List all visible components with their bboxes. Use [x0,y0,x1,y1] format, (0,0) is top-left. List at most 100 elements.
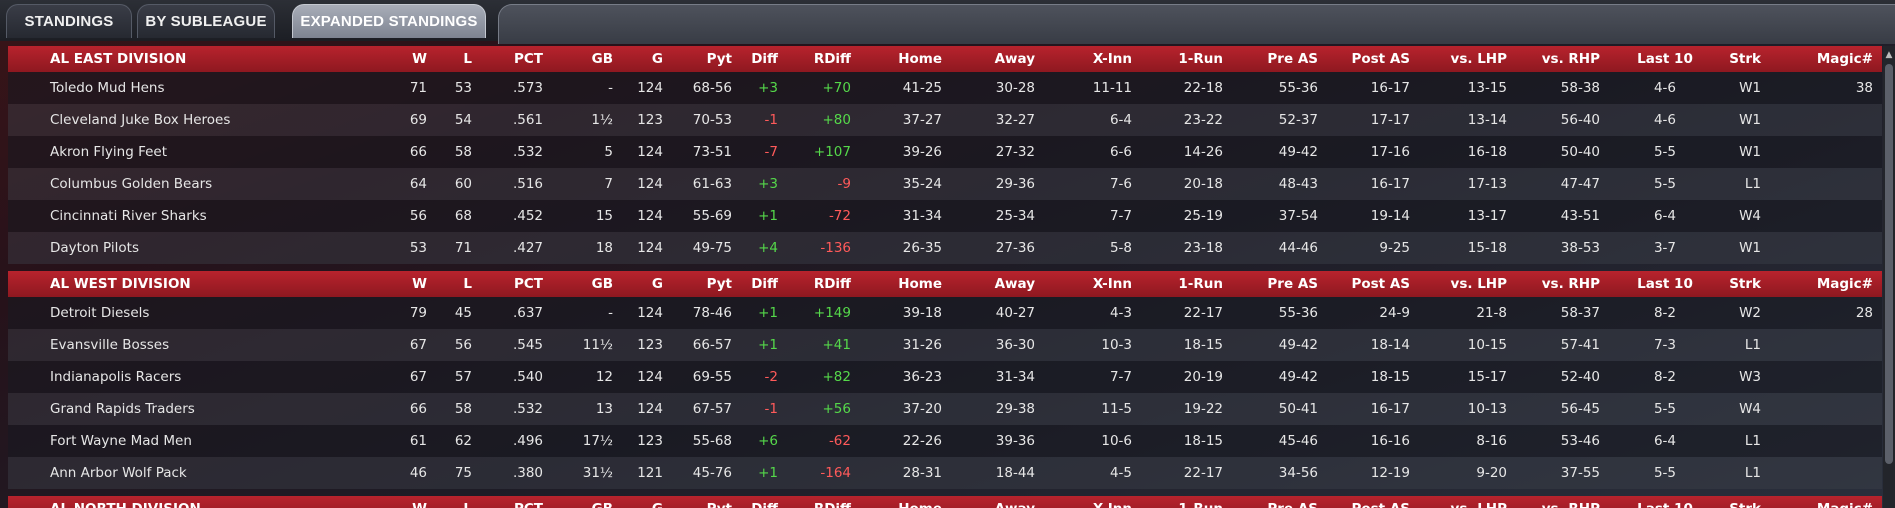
column-header-l[interactable]: L [463,276,472,292]
scrollbar-thumb[interactable] [1885,64,1893,464]
column-header-pre-as[interactable]: Pre AS [1267,276,1318,292]
column-header-away[interactable]: Away [994,276,1035,292]
team-row[interactable]: Detroit Diesels 79 45 .637 - 124 78-46 +1 +149 39… [8,297,1882,329]
column-header-pyt[interactable]: Pyt [707,496,732,508]
column-header-pyt[interactable]: Pyt [706,276,732,292]
column-header-vs-lhp[interactable]: vs. LHP [1450,51,1507,67]
column-header-away[interactable]: Away [995,496,1035,508]
team-row[interactable]: Toledo Mud Hens 71 53 .573 - 124 68-56 +3 +70 41-… [8,72,1882,104]
column-header-vs-rhp[interactable]: vs. RHP [1542,496,1600,508]
column-header-vs-lhp[interactable]: vs. LHP [1451,496,1507,508]
column-header-x-inn[interactable]: X-Inn [1092,51,1132,67]
team-name[interactable]: Toledo Mud Hens [50,80,165,96]
team-name[interactable]: Evansville Bosses [50,337,170,353]
column-header-diff[interactable]: Diff [751,276,778,292]
column-header-1-run[interactable]: 1-Run [1178,496,1223,508]
column-header-1-run[interactable]: 1-Run [1178,276,1223,292]
team-name[interactable]: Ann Arbor Wolf Pack [50,465,187,481]
column-header-gb[interactable]: GB [591,276,613,292]
column-header-g[interactable]: G [652,496,663,508]
column-header-last-10[interactable]: Last 10 [1625,496,1705,508]
cell-g: 124 [637,240,663,256]
team-row[interactable]: Cleveland Juke Box Heroes 69 54 .561 1½ 123 70… [8,104,1882,136]
team-name[interactable]: Fort Wayne Mad Men [50,433,192,449]
cell-strk: W1 [1739,80,1761,96]
column-header-w[interactable]: W [412,276,427,292]
cell-l: 71 [454,240,472,256]
column-header-pct[interactable]: PCT [513,276,543,292]
column-header-strk[interactable]: Strk [1729,496,1761,508]
cell-pct: .516 [512,176,543,192]
team-row[interactable]: Dayton Pilots 53 71 .427 18 124 49-75 +4 -136 26-… [8,232,1882,264]
column-header-rdiff[interactable]: RDiff [814,496,851,508]
team-name[interactable]: Columbus Golden Bears [50,176,213,192]
team-row[interactable]: Cincinnati River Sharks 56 68 .452 15 124 55-6… [8,200,1882,232]
tab-standings[interactable]: STANDINGS [6,4,132,38]
column-header-vs-rhp[interactable]: vs. RHP [1541,276,1600,292]
column-header-magic-[interactable]: Magic# [1817,496,1873,508]
team-name[interactable]: Cincinnati River Sharks [50,208,207,224]
team-row[interactable]: Indianapolis Racers 67 57 .540 12 124 69-55 -2 +… [8,361,1882,393]
column-header-vs-rhp[interactable]: vs. RHP [1541,51,1600,67]
column-header-w[interactable]: W [412,51,427,67]
column-header-l[interactable]: L [463,496,472,508]
cell-away: 32-27 [995,112,1035,128]
column-header-pct[interactable]: PCT [513,51,543,67]
team-row[interactable]: Evansville Bosses 67 56 .545 11½ 123 66-57 +1 +4… [8,329,1882,361]
team-name[interactable]: Akron Flying Feet [50,144,168,160]
column-header-x-inn[interactable]: X-Inn [1093,496,1132,508]
team-row[interactable]: Fort Wayne Mad Men 61 62 .496 17½ 123 55-68 +6 -… [8,425,1882,457]
column-header-strk[interactable]: Strk [1729,276,1761,292]
column-header-last-10[interactable]: Last 10 [1637,51,1693,67]
column-header-last-10[interactable]: Last 10 [1637,276,1693,292]
division-spacer [8,264,1882,271]
cell-post-as: 16-16 [1370,433,1410,449]
column-header-post-as[interactable]: Post AS [1351,276,1410,292]
team-name[interactable]: Detroit Diesels [50,305,150,321]
column-header-post-as[interactable]: Post AS [1351,51,1410,67]
team-row[interactable]: Ann Arbor Wolf Pack 46 75 .380 31½ 121 45-76 +1… [8,457,1882,489]
column-header-rdiff[interactable]: RDiff [813,51,851,67]
cell-pct: .573 [512,80,543,96]
cell-gb: 17½ [582,433,613,449]
column-header-away[interactable]: Away [994,51,1035,67]
cell-strk: L1 [1744,337,1761,353]
column-header-diff[interactable]: Diff [751,51,778,67]
column-header-gb[interactable]: GB [592,496,613,508]
column-header-pyt[interactable]: Pyt [706,51,732,67]
column-header-x-inn[interactable]: X-Inn [1092,276,1132,292]
team-name[interactable]: Grand Rapids Traders [50,401,195,417]
tab-by-subleague[interactable]: BY SUBLEAGUE [137,4,275,38]
scroll-up-arrow-icon[interactable]: ▲ [1885,50,1893,60]
column-header-l[interactable]: L [463,51,472,67]
column-header-home[interactable]: Home [898,51,942,67]
column-header-gb[interactable]: GB [591,51,613,67]
cell-1-run: 22-17 [1183,305,1223,321]
column-header-home[interactable]: Home [898,276,942,292]
column-header-home[interactable]: Home [898,496,942,508]
column-header-pct[interactable]: PCT [514,496,543,508]
column-header-g[interactable]: G [651,276,663,292]
tab-expanded-standings[interactable]: EXPANDED STANDINGS [292,4,486,38]
column-header-vs-lhp[interactable]: vs. LHP [1450,276,1507,292]
column-header-magic-[interactable]: Magic# [1816,51,1873,67]
team-row[interactable]: Akron Flying Feet 66 58 .532 5 124 73-51 -7 +107… [8,136,1882,168]
cell-away: 27-32 [995,144,1035,160]
column-header-pre-as[interactable]: Pre AS [1267,51,1318,67]
column-header-pre-as[interactable]: Pre AS [1267,496,1318,508]
team-name[interactable]: Cleveland Juke Box Heroes [50,112,231,128]
column-header-w[interactable]: W [412,496,427,508]
column-header-strk[interactable]: Strk [1729,51,1761,67]
column-header-post-as[interactable]: Post AS [1351,496,1410,508]
column-header-magic-[interactable]: Magic# [1816,276,1873,292]
cell-pyt: 73-51 [692,144,732,160]
cell-pre-as: 52-37 [1278,112,1318,128]
column-header-1-run[interactable]: 1-Run [1178,51,1223,67]
team-name[interactable]: Dayton Pilots [50,240,139,256]
column-header-diff[interactable]: Diff [751,496,778,508]
team-name[interactable]: Indianapolis Racers [50,369,182,385]
column-header-g[interactable]: G [651,51,663,67]
team-row[interactable]: Columbus Golden Bears 64 60 .516 7 124 61-63 +3… [8,168,1882,200]
team-row[interactable]: Grand Rapids Traders 66 58 .532 13 124 67-57 -1… [8,393,1882,425]
column-header-rdiff[interactable]: RDiff [813,276,851,292]
